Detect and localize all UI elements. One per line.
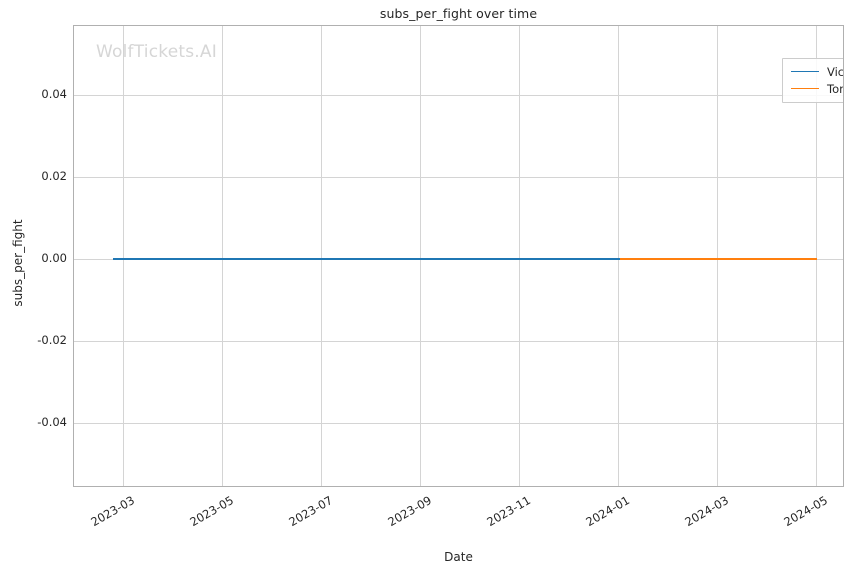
series-line-tom-nolan [620, 258, 817, 260]
gridline-vertical [321, 26, 322, 486]
x-axis-tick-labels: 2023-03 2023-05 2023-07 2023-09 2023-11 … [0, 487, 862, 547]
gridline-vertical [618, 26, 619, 486]
plot-area: WolfTickets.AI Victor Martinez Tom Nolan [73, 25, 844, 487]
legend-label-tom-nolan: Tom Nolan [827, 81, 843, 96]
gridline-vertical [222, 26, 223, 486]
gridline-horizontal [74, 177, 843, 178]
gridline-vertical [519, 26, 520, 486]
y-tick-label: 0.02 [41, 169, 67, 183]
y-axis-tick-labels: 0.04 0.02 0.00 -0.02 -0.04 [0, 25, 67, 487]
watermark: WolfTickets.AI [96, 42, 217, 62]
chart-legend: Victor Martinez Tom Nolan [782, 58, 844, 103]
gridline-vertical [816, 26, 817, 486]
legend-swatch-victor-martinez [791, 70, 819, 73]
gridline-vertical [420, 26, 421, 486]
y-tick-label: 0.04 [41, 87, 67, 101]
legend-entry: Victor Martinez [788, 63, 844, 80]
x-axis-label: Date [444, 550, 473, 564]
y-tick-label: 0.00 [41, 251, 67, 265]
gridline-vertical [717, 26, 718, 486]
y-tick-label: -0.04 [37, 415, 67, 429]
y-axis-label: subs_per_fight [11, 219, 25, 307]
legend-label-victor-martinez: Victor Martinez [827, 64, 844, 79]
gridline-vertical [123, 26, 124, 486]
chart-title: subs_per_fight over time [379, 6, 538, 21]
gridline-horizontal [74, 423, 843, 424]
legend-swatch-tom-nolan [791, 87, 819, 90]
y-tick-label: -0.02 [37, 333, 67, 347]
legend-entry: Tom Nolan [788, 80, 843, 97]
gridline-horizontal [74, 341, 843, 342]
series-line-victor-martinez [113, 258, 620, 260]
gridline-horizontal [74, 95, 843, 96]
